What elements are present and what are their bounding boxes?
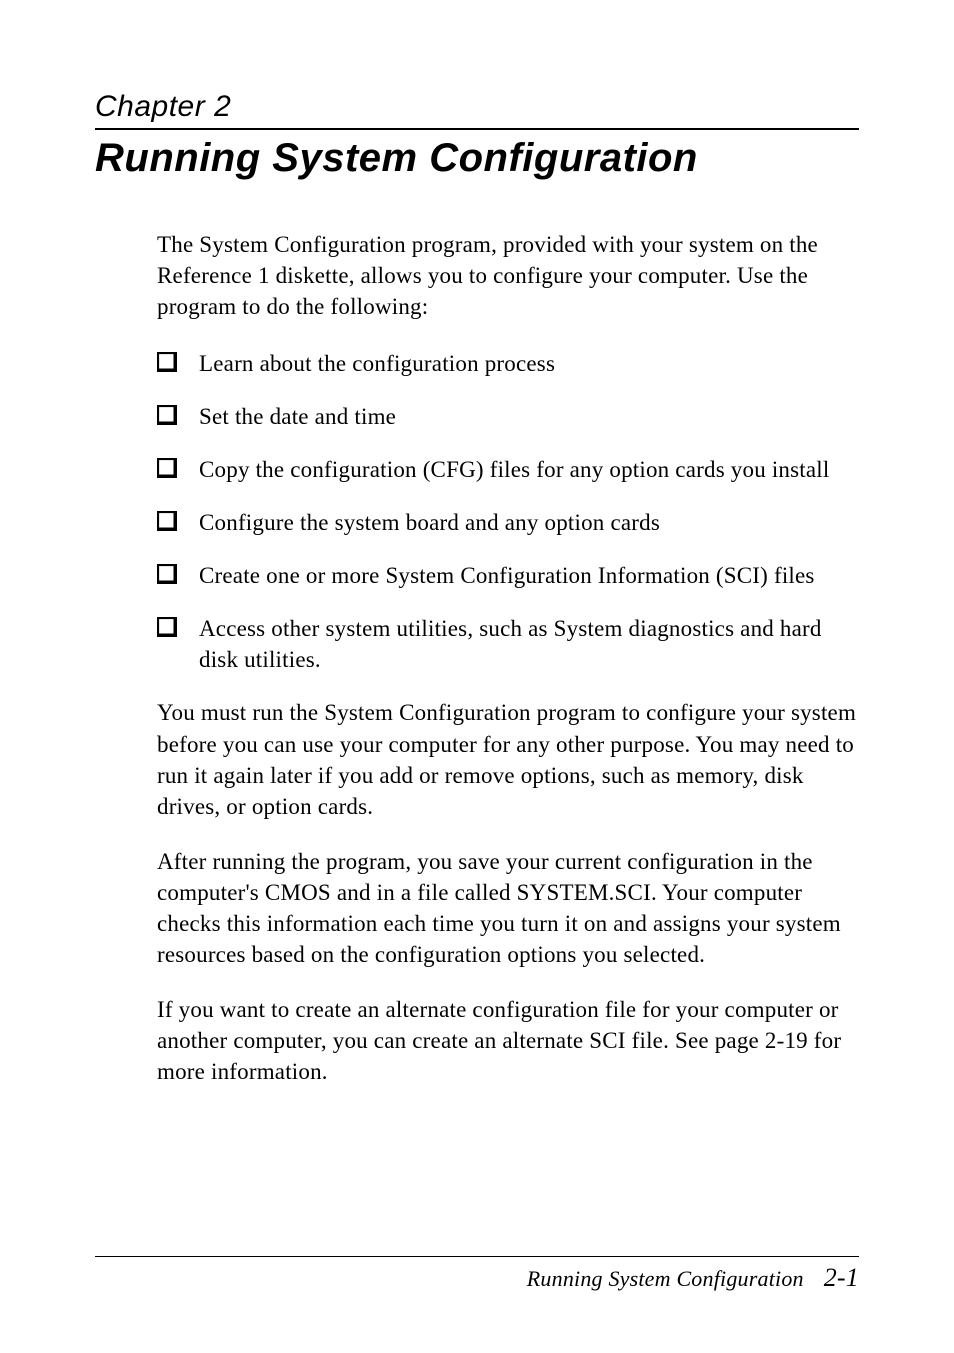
list-item-text: Configure the system board and any optio… (199, 507, 660, 538)
page-footer: Running System Configuration 2-1 (95, 1256, 859, 1293)
list-item-text: Set the date and time (199, 401, 396, 432)
bullet-box-icon (157, 405, 177, 425)
body-content: The System Configuration program, provid… (95, 229, 859, 1087)
bullet-box-icon (157, 511, 177, 531)
intro-paragraph: The System Configuration program, provid… (157, 229, 859, 322)
list-item: Copy the configuration (CFG) files for a… (157, 454, 859, 485)
list-item-text: Access other system utilities, such as S… (199, 613, 859, 675)
bullet-box-icon (157, 617, 177, 637)
list-item-text: Learn about the configuration process (199, 348, 555, 379)
chapter-title: Running System Configuration (95, 136, 859, 181)
list-item: Learn about the configuration process (157, 348, 859, 379)
footer-content: Running System Configuration 2-1 (95, 1263, 859, 1293)
body-paragraph: After running the program, you save your… (157, 846, 859, 970)
list-item: Configure the system board and any optio… (157, 507, 859, 538)
bullet-box-icon (157, 564, 177, 584)
list-item-text: Copy the configuration (CFG) files for a… (199, 454, 829, 485)
list-item: Set the date and time (157, 401, 859, 432)
chapter-rule (95, 128, 859, 130)
list-item-text: Create one or more System Configuration … (199, 560, 815, 591)
body-paragraph: If you want to create an alternate confi… (157, 994, 859, 1087)
list-item: Access other system utilities, such as S… (157, 613, 859, 675)
footer-page-number: 2-1 (824, 1263, 859, 1293)
footer-rule (95, 1256, 859, 1257)
bullet-list: Learn about the configuration process Se… (157, 348, 859, 675)
list-item: Create one or more System Configuration … (157, 560, 859, 591)
bullet-box-icon (157, 352, 177, 372)
body-paragraph: You must run the System Configuration pr… (157, 697, 859, 821)
bullet-box-icon (157, 458, 177, 478)
chapter-label: Chapter 2 (95, 90, 859, 124)
footer-title: Running System Configuration (527, 1266, 804, 1292)
